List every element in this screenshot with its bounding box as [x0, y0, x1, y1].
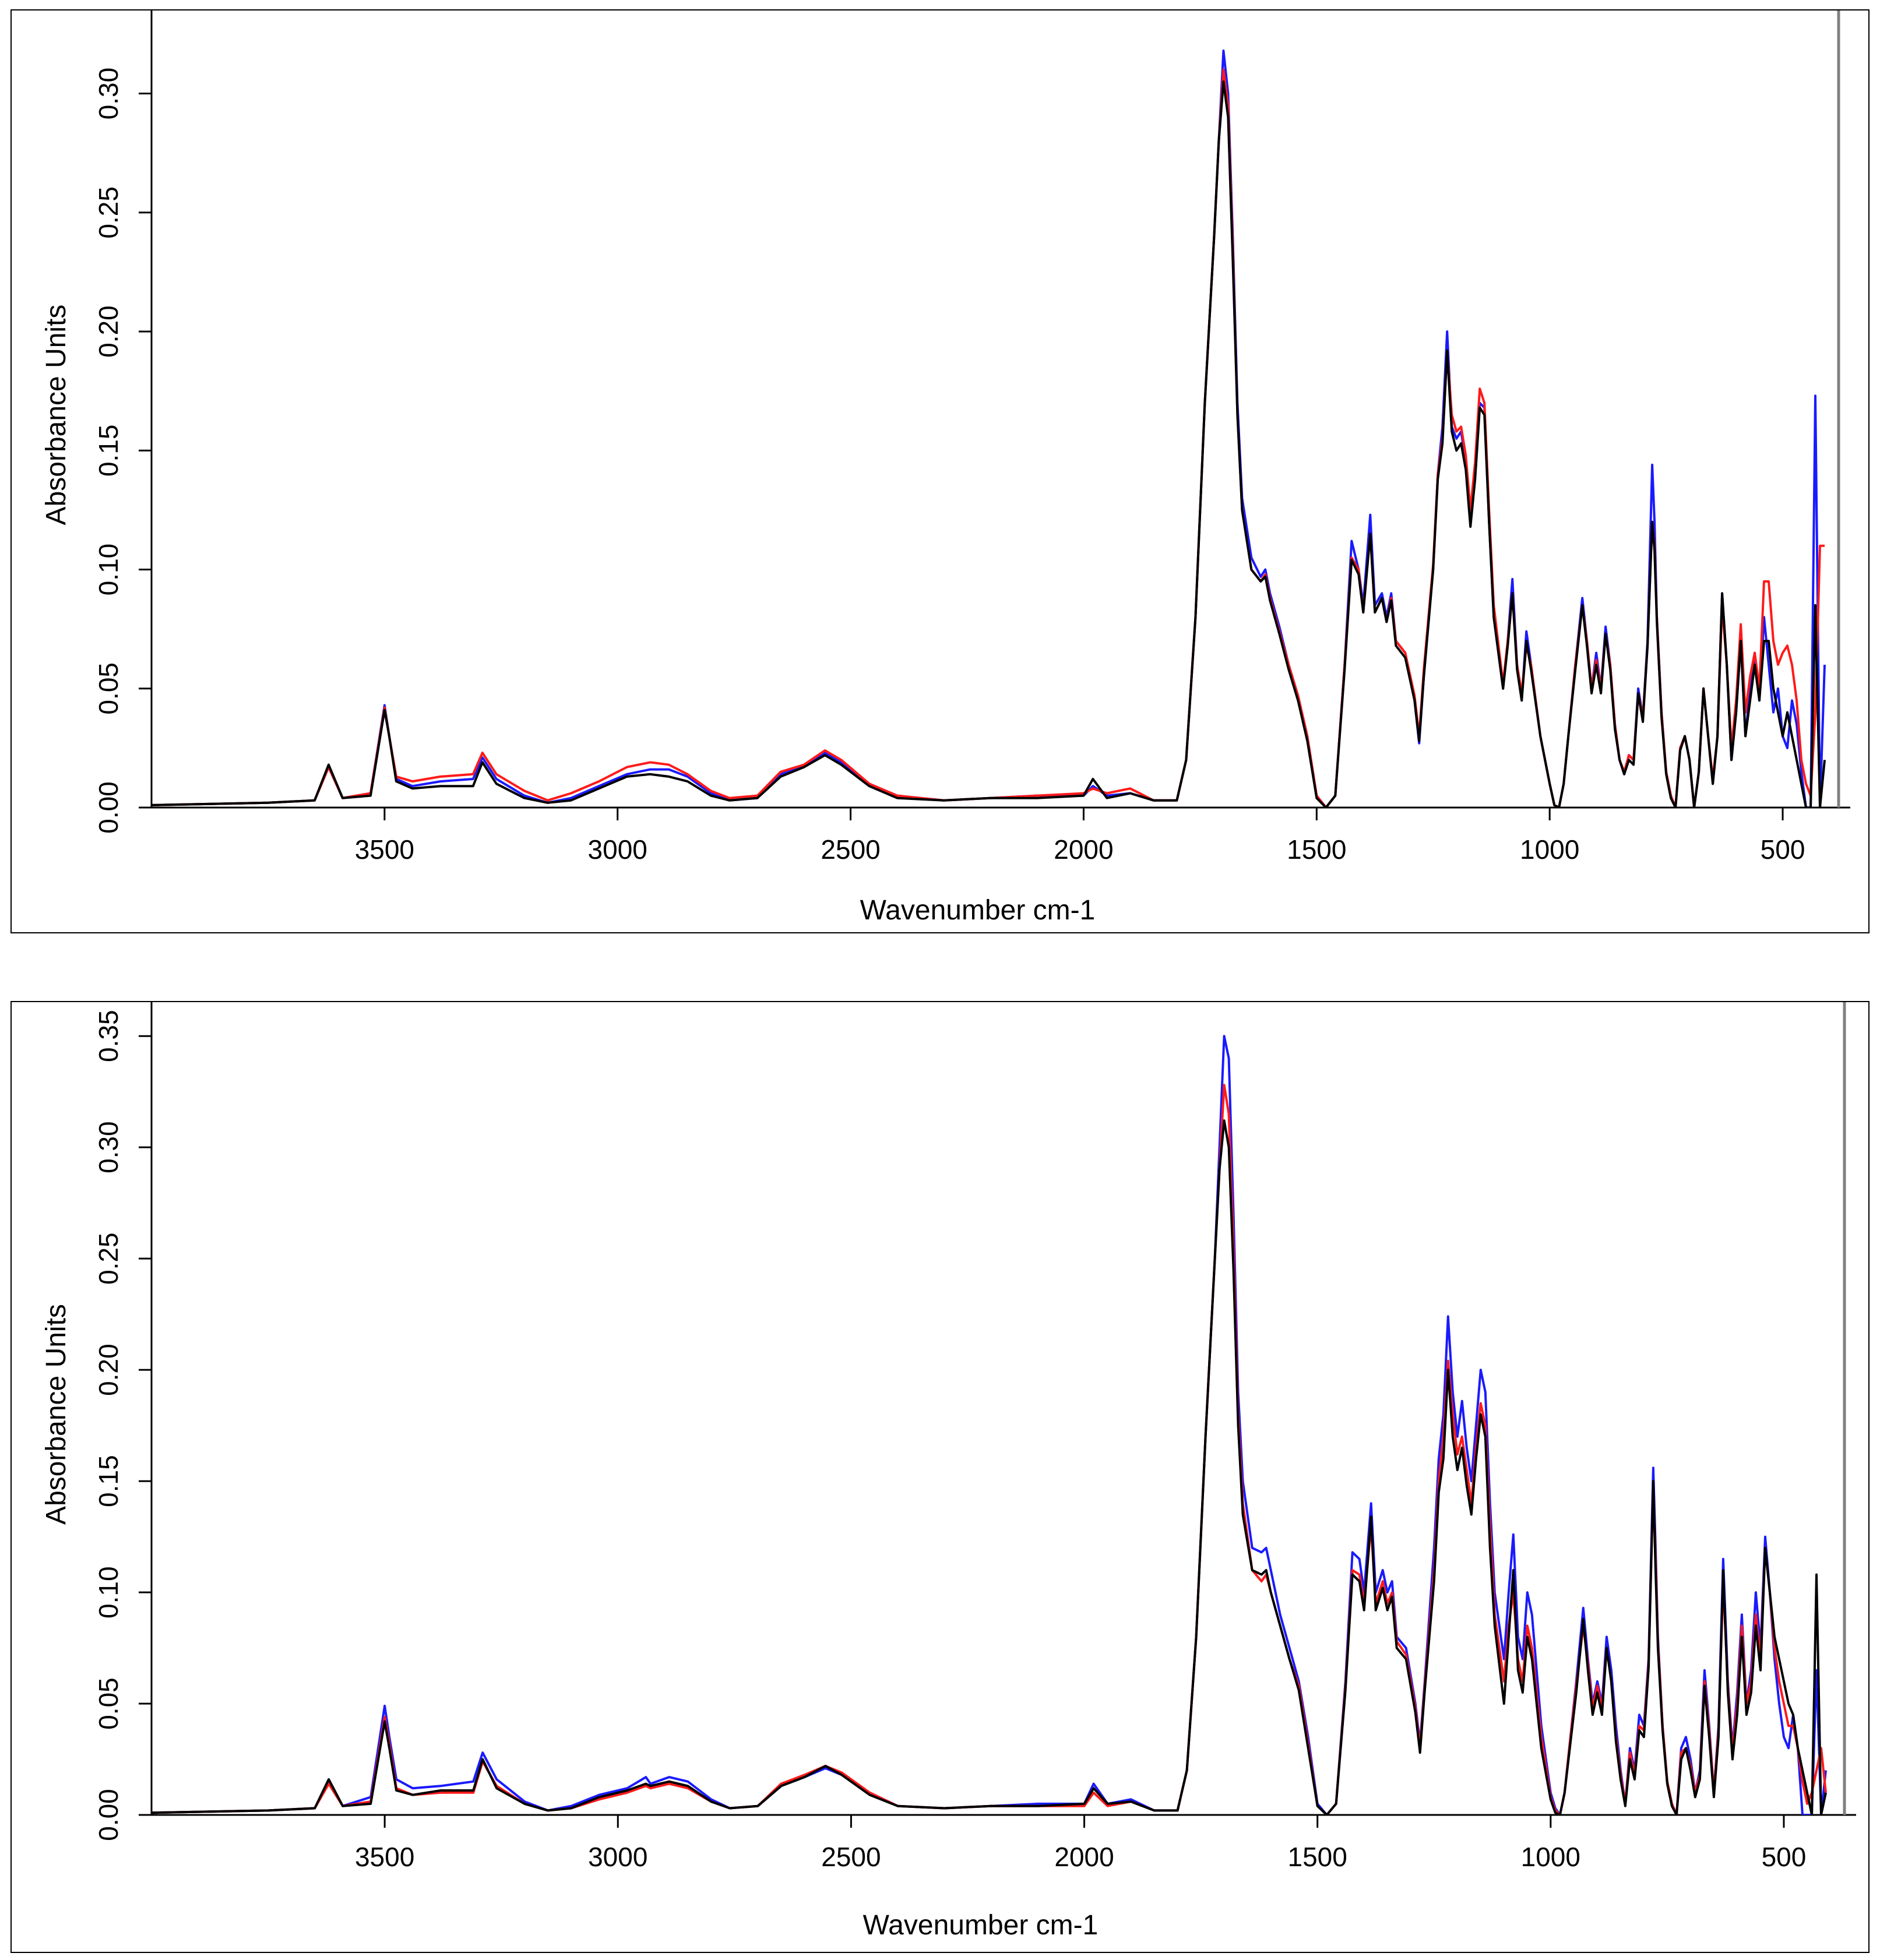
top-spectrum-chart: 3500 3000 2500 2000 1500 1000 500 0.00 0.05 0.10 0…: [41, 10, 1850, 926]
series-line-red: [152, 68, 1825, 808]
x-tick-label: 2500: [821, 834, 880, 865]
bottom-spectrum-panel: 3500 3000 2500 2000 1500 1000 500 0.00 0.05 0.10 0…: [10, 1001, 1870, 1953]
x-axis-label: Wavenumber cm-1: [860, 895, 1096, 926]
x-tick-label: 500: [1761, 834, 1805, 865]
x-tick-label: 500: [1762, 1842, 1807, 1872]
y-tick-label: 0.05: [93, 662, 124, 715]
x-tick-label: 2500: [821, 1842, 881, 1872]
y-tick-label: 0.15: [93, 1455, 124, 1507]
top-spectrum-panel: 3500 3000 2500 2000 1500 1000 500 0.00 0.05 0.10 0…: [10, 9, 1870, 933]
y-tick-label: 0.00: [93, 1789, 124, 1841]
x-tick-label: 1000: [1520, 834, 1579, 865]
y-axis-label: Absorbance Units: [41, 1304, 72, 1525]
x-tick-label: 3000: [588, 834, 647, 865]
series-line-black: [152, 1119, 1827, 1815]
x-tick-label: 2000: [1054, 1842, 1114, 1872]
x-tick-label: 1000: [1521, 1842, 1580, 1872]
y-tick-label: 0.30: [93, 68, 124, 120]
series-line-black: [152, 80, 1826, 808]
y-axis-label: Absorbance Units: [41, 305, 72, 526]
y-tick-label: 0.20: [93, 1344, 124, 1396]
x-axis-label: Wavenumber cm-1: [863, 1910, 1099, 1941]
x-tick-label: 1500: [1288, 1842, 1347, 1872]
y-tick-label: 0.05: [93, 1677, 124, 1730]
x-tick-label: 1500: [1287, 834, 1346, 865]
y-tick-label: 0.10: [93, 544, 124, 596]
y-tick-label: 0.15: [93, 425, 124, 477]
x-tick-label: 2000: [1054, 834, 1113, 865]
y-tick-label: 0.10: [93, 1566, 124, 1619]
y-tick-label: 0.00: [93, 781, 124, 834]
y-tick-label: 0.25: [93, 1232, 124, 1285]
x-tick-label: 3000: [588, 1842, 647, 1872]
y-tick-label: 0.30: [93, 1121, 124, 1173]
y-tick-label: 0.25: [93, 186, 124, 239]
x-tick-label: 3500: [355, 1842, 414, 1872]
bottom-spectrum-chart: 3500 3000 2500 2000 1500 1000 500 0.00 0.05 0.10 0…: [41, 1002, 1856, 1941]
y-tick-label: 0.35: [93, 1010, 124, 1062]
x-tick-label: 3500: [355, 834, 414, 865]
y-tick-label: 0.20: [93, 305, 124, 358]
